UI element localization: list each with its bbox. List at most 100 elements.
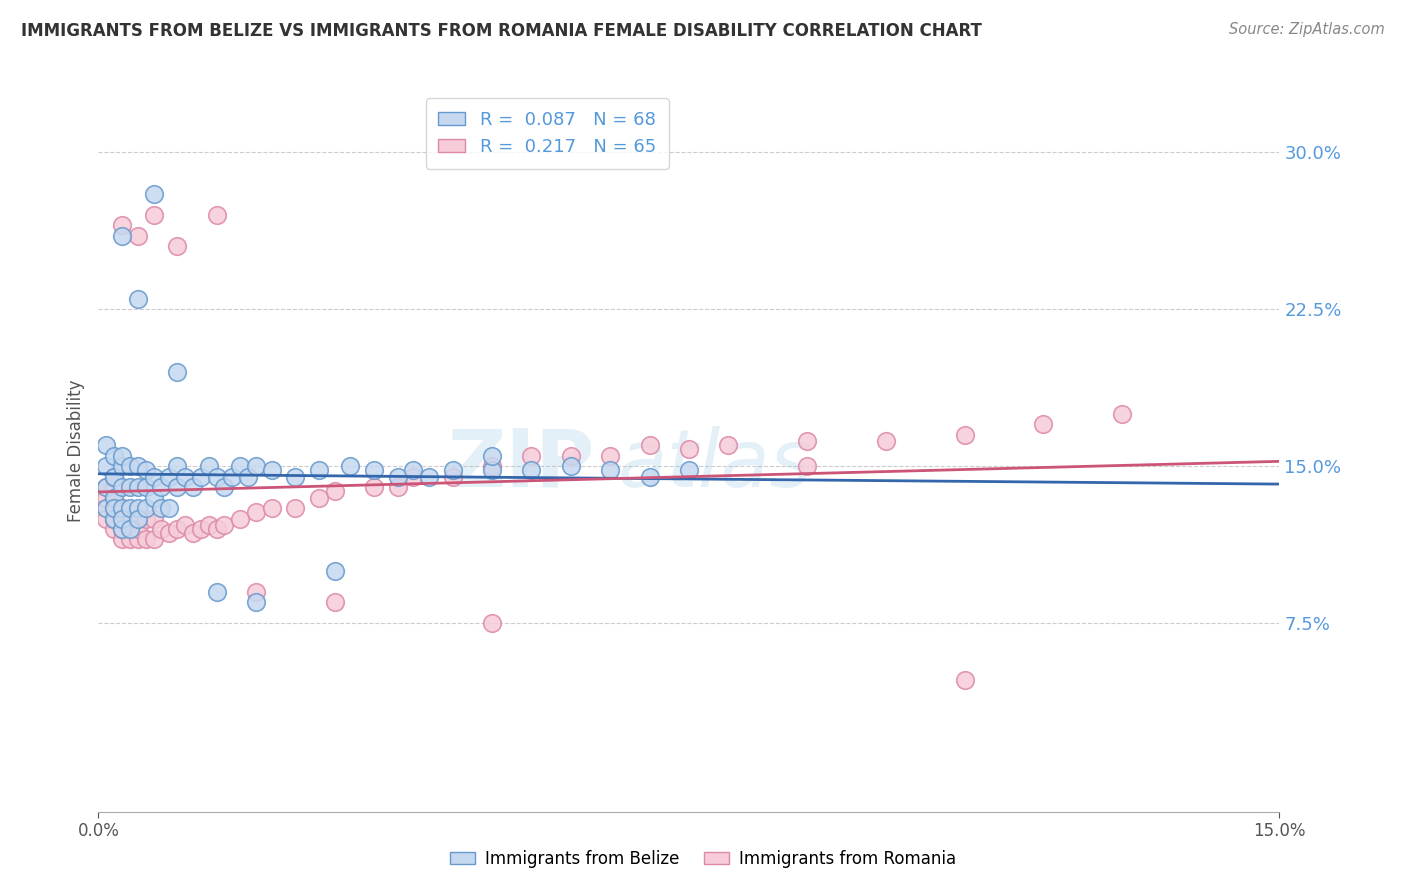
Point bbox=[599, 463, 621, 477]
Point bbox=[118, 522, 141, 536]
Point bbox=[127, 533, 149, 547]
Text: atlas: atlas bbox=[619, 425, 813, 504]
Point bbox=[363, 463, 385, 477]
Point bbox=[157, 526, 180, 541]
Point bbox=[308, 463, 330, 477]
Point bbox=[205, 469, 228, 483]
Point bbox=[520, 449, 543, 463]
Point bbox=[127, 459, 149, 474]
Point bbox=[111, 522, 134, 536]
Point bbox=[245, 459, 267, 474]
Point bbox=[402, 463, 425, 477]
Point bbox=[127, 522, 149, 536]
Point bbox=[103, 522, 125, 536]
Point bbox=[190, 469, 212, 483]
Point bbox=[127, 511, 149, 525]
Point bbox=[441, 463, 464, 477]
Point bbox=[323, 595, 346, 609]
Point bbox=[197, 517, 219, 532]
Point bbox=[796, 434, 818, 448]
Point bbox=[103, 511, 125, 525]
Point bbox=[481, 616, 503, 631]
Legend: R =  0.087   N = 68, R =  0.217   N = 65: R = 0.087 N = 68, R = 0.217 N = 65 bbox=[426, 98, 669, 169]
Y-axis label: Female Disability: Female Disability bbox=[66, 379, 84, 522]
Point bbox=[111, 228, 134, 243]
Point bbox=[118, 533, 141, 547]
Point bbox=[236, 469, 259, 483]
Point bbox=[142, 186, 165, 201]
Point bbox=[111, 480, 134, 494]
Point bbox=[135, 463, 157, 477]
Point bbox=[96, 501, 118, 516]
Point bbox=[1111, 407, 1133, 421]
Point bbox=[103, 511, 125, 525]
Point bbox=[174, 517, 197, 532]
Point bbox=[560, 449, 582, 463]
Point bbox=[166, 459, 188, 474]
Point bbox=[111, 501, 134, 516]
Point bbox=[284, 501, 307, 516]
Point bbox=[166, 239, 188, 253]
Point bbox=[103, 501, 125, 516]
Point bbox=[953, 673, 976, 687]
Text: Source: ZipAtlas.com: Source: ZipAtlas.com bbox=[1229, 22, 1385, 37]
Point bbox=[678, 463, 700, 477]
Point bbox=[103, 511, 125, 525]
Point bbox=[118, 522, 141, 536]
Point bbox=[96, 511, 118, 525]
Point bbox=[481, 449, 503, 463]
Point bbox=[402, 469, 425, 483]
Point bbox=[229, 459, 252, 474]
Point bbox=[103, 480, 125, 494]
Point bbox=[166, 480, 188, 494]
Text: ZIP: ZIP bbox=[447, 425, 595, 504]
Point bbox=[205, 522, 228, 536]
Point bbox=[796, 459, 818, 474]
Point bbox=[221, 469, 243, 483]
Point bbox=[245, 595, 267, 609]
Point bbox=[150, 522, 173, 536]
Point bbox=[103, 449, 125, 463]
Point bbox=[387, 480, 409, 494]
Point bbox=[174, 469, 197, 483]
Point bbox=[181, 480, 204, 494]
Point bbox=[111, 449, 134, 463]
Point bbox=[323, 564, 346, 578]
Point bbox=[560, 459, 582, 474]
Point bbox=[142, 533, 165, 547]
Point bbox=[135, 511, 157, 525]
Point bbox=[118, 501, 141, 516]
Point bbox=[323, 484, 346, 499]
Point bbox=[96, 480, 118, 494]
Point bbox=[284, 469, 307, 483]
Point bbox=[96, 438, 118, 452]
Point bbox=[111, 522, 134, 536]
Point bbox=[214, 480, 236, 494]
Point bbox=[111, 511, 134, 525]
Point bbox=[118, 459, 141, 474]
Point bbox=[150, 501, 173, 516]
Point bbox=[157, 501, 180, 516]
Point bbox=[205, 208, 228, 222]
Point bbox=[953, 427, 976, 442]
Point bbox=[197, 459, 219, 474]
Point bbox=[135, 480, 157, 494]
Point bbox=[214, 517, 236, 532]
Point bbox=[181, 526, 204, 541]
Point bbox=[150, 480, 173, 494]
Point bbox=[520, 463, 543, 477]
Point bbox=[142, 469, 165, 483]
Point bbox=[103, 491, 125, 505]
Point bbox=[118, 480, 141, 494]
Point bbox=[142, 208, 165, 222]
Point bbox=[418, 469, 440, 483]
Point bbox=[118, 511, 141, 525]
Point bbox=[135, 533, 157, 547]
Point bbox=[157, 469, 180, 483]
Point bbox=[127, 292, 149, 306]
Point bbox=[245, 584, 267, 599]
Point bbox=[875, 434, 897, 448]
Point bbox=[127, 228, 149, 243]
Point bbox=[190, 522, 212, 536]
Point bbox=[96, 501, 118, 516]
